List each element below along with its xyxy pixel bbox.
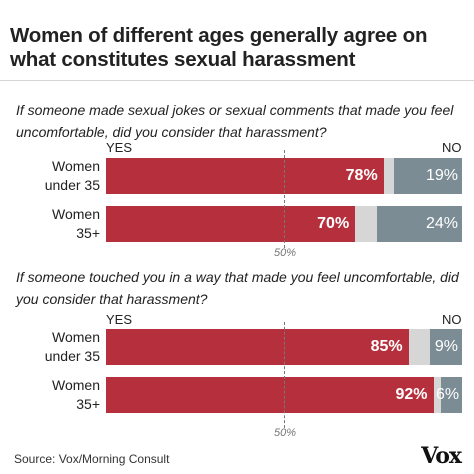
yes-header-label: YES xyxy=(106,140,133,155)
reference-label-50: 50% xyxy=(274,427,297,439)
category-label: Women under 35 xyxy=(0,328,100,366)
yes-bar-segment xyxy=(106,206,356,242)
category-label-line: 35+ xyxy=(76,225,100,241)
yes-value-label: 70% xyxy=(317,215,350,232)
no-value-label: 19% xyxy=(425,167,458,184)
category-label-line: under 35 xyxy=(44,177,100,193)
yes-bar-segment xyxy=(106,377,434,413)
category-label-line: 35+ xyxy=(76,396,100,412)
category-label-line: Women xyxy=(52,377,100,393)
category-label: Women under 35 xyxy=(0,157,100,195)
no-header-label: NO xyxy=(442,312,462,327)
no-bar-segment xyxy=(429,329,462,365)
category-label-line: under 35 xyxy=(44,348,100,364)
no-bar-segment xyxy=(440,377,462,413)
no-value-label: 6% xyxy=(436,386,460,403)
no-value-label: 9% xyxy=(434,338,458,355)
yes-header-label: YES xyxy=(106,312,133,327)
category-label-line: Women xyxy=(52,158,100,174)
chart-title: Women of different ages generally agree … xyxy=(10,24,428,71)
reference-label-50: 50% xyxy=(274,247,297,259)
category-label-line: Women xyxy=(52,329,100,345)
reference-line-50 xyxy=(284,150,285,248)
yes-bar-segment xyxy=(106,329,409,365)
no-value-label: 24% xyxy=(425,215,458,232)
yes-bar-segment xyxy=(106,158,384,194)
vox-logo: Vox xyxy=(421,443,462,469)
category-label: Women 35+ xyxy=(0,376,100,414)
category-label: Women 35+ xyxy=(0,205,100,243)
source-note: Source: Vox/Morning Consult xyxy=(14,452,170,466)
title-divider xyxy=(0,80,474,81)
reference-line-50 xyxy=(284,322,285,428)
no-bar-segment xyxy=(394,158,462,194)
yes-value-label: 92% xyxy=(395,386,428,403)
yes-value-label: 78% xyxy=(345,167,378,184)
no-bar-segment xyxy=(376,206,462,242)
category-label-line: Women xyxy=(52,206,100,222)
question-1: If someone made sexual jokes or sexual c… xyxy=(16,102,454,140)
question-2: If someone touched you in a way that mad… xyxy=(16,269,459,307)
no-header-label: NO xyxy=(442,140,462,155)
yes-value-label: 85% xyxy=(370,338,403,355)
